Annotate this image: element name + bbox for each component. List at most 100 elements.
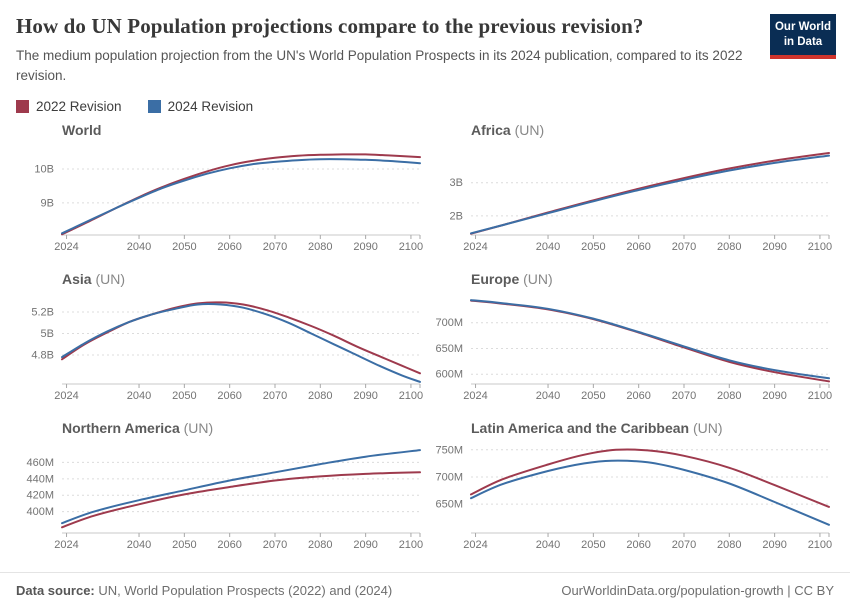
charts-grid: World 9B 10B 2024 2040 2050 2060 2070 2080 2090 21… bbox=[16, 122, 834, 566]
legend-label: 2024 Revision bbox=[167, 99, 254, 115]
x-axis-tick-label: 2080 bbox=[308, 539, 332, 551]
x-axis-tick-label: 2024 bbox=[54, 390, 78, 402]
panel-title-world: World bbox=[62, 122, 425, 143]
x-axis-tick-label: 2100 bbox=[808, 390, 832, 402]
panel-title-text: Latin America and the Caribbean bbox=[471, 420, 690, 437]
line-chart-africa: 2B 3B 2024 2040 2050 2060 2070 2080 2090 2100 bbox=[450, 152, 832, 253]
x-axis-tick-label: 2070 bbox=[672, 390, 696, 402]
panel-title-suffix: (UN) bbox=[179, 420, 214, 437]
y-axis-tick-label: 5B bbox=[41, 328, 54, 340]
chart-panel-northern-america: Northern America (UN) 400M 420M 440M 460M 202… bbox=[16, 420, 425, 566]
y-axis-tick-label: 2B bbox=[450, 210, 463, 222]
x-axis-tick-label: 2100 bbox=[399, 241, 423, 253]
line-chart-europe: 600M 650M 700M 2024 2040 2050 2060 2070 2080 2090… bbox=[435, 299, 832, 402]
legend-item-2024-revision: 2024 Revision bbox=[147, 99, 254, 115]
x-axis-tick-label: 2024 bbox=[54, 539, 78, 551]
panel-title-text: Northern America bbox=[62, 420, 180, 437]
x-axis-tick-label: 2080 bbox=[717, 539, 741, 551]
page-subtitle: The medium population projection from th… bbox=[16, 48, 743, 83]
x-axis-tick-label: 2060 bbox=[626, 539, 650, 551]
y-axis-tick-label: 9B bbox=[41, 197, 54, 209]
x-axis-tick-label: 2060 bbox=[217, 241, 241, 253]
y-axis-tick-label: 700M bbox=[435, 472, 463, 484]
footer: Data source: UN, World Population Prospe… bbox=[0, 572, 850, 598]
y-axis-tick-label: 440M bbox=[26, 473, 54, 485]
line-chart-asia: 4.8B 5B 5.2B 2024 2040 2050 2060 2070 2080 2090 21… bbox=[31, 301, 423, 402]
x-axis-tick-label: 2050 bbox=[581, 390, 605, 402]
x-axis-tick-label: 2024 bbox=[463, 241, 487, 253]
x-axis-tick-label: 2050 bbox=[172, 241, 196, 253]
chart-panel-latin-america-and-the-caribbean: Latin America and the Caribbean (UN) 650M… bbox=[425, 420, 834, 566]
x-axis-tick-label: 2040 bbox=[127, 390, 151, 402]
panel-title-asia: Asia (UN) bbox=[62, 271, 425, 292]
chart-panel-europe: Europe (UN) 600M 650M 700M 2024 2040 2050 2060 2… bbox=[425, 271, 834, 417]
chart-panel-africa: Africa (UN) 2B 3B 2024 2040 2050 2060 2070 2080 2… bbox=[425, 122, 834, 268]
x-axis-tick-label: 2040 bbox=[536, 390, 560, 402]
series-line-2022-revision bbox=[61, 301, 421, 375]
owid-logo-line2: in Data bbox=[783, 35, 823, 48]
y-axis-tick-label: 650M bbox=[435, 343, 463, 355]
series-line-2024-revision bbox=[470, 154, 830, 235]
x-axis-tick-label: 2040 bbox=[127, 241, 151, 253]
panel-title-suffix: (UN) bbox=[519, 271, 553, 288]
chart-panel-world: World 9B 10B 2024 2040 2050 2060 2070 2080 2090 21… bbox=[16, 122, 425, 268]
x-axis-tick-label: 2040 bbox=[127, 539, 151, 551]
x-axis-tick-label: 2070 bbox=[672, 539, 696, 551]
owid-logo-line1: Our World bbox=[774, 21, 831, 33]
x-axis-tick-label: 2070 bbox=[263, 241, 287, 253]
page-title: How do UN Population projections compare… bbox=[16, 14, 644, 38]
x-axis-tick-label: 2040 bbox=[536, 539, 560, 551]
x-axis-tick-label: 2024 bbox=[463, 390, 487, 402]
x-axis-tick-label: 2040 bbox=[536, 241, 560, 253]
series-line-2022-revision bbox=[61, 471, 421, 529]
x-axis-tick-label: 2070 bbox=[263, 539, 287, 551]
y-axis-tick-label: 5.2B bbox=[31, 307, 54, 319]
line-chart-northern-america: 400M 420M 440M 460M 2024 2040 2050 2060 2070 2080… bbox=[26, 449, 423, 551]
series-line-2022-revision bbox=[470, 152, 830, 235]
panel-title-text: Africa bbox=[471, 122, 511, 139]
panel-title-europe: Europe (UN) bbox=[471, 271, 834, 292]
y-axis-tick-label: 650M bbox=[435, 499, 463, 511]
x-axis-tick-label: 2050 bbox=[172, 390, 196, 402]
panel-title-text: World bbox=[62, 122, 102, 139]
x-axis-tick-label: 2070 bbox=[672, 241, 696, 253]
y-axis-tick-label: 420M bbox=[26, 490, 54, 502]
x-axis-tick-label: 2080 bbox=[308, 241, 332, 253]
series-line-2024-revision bbox=[61, 449, 421, 525]
x-axis-tick-label: 2100 bbox=[808, 241, 832, 253]
legend-swatch bbox=[147, 100, 161, 114]
panel-title-africa: Africa (UN) bbox=[471, 122, 834, 143]
x-axis-tick-label: 2080 bbox=[308, 390, 332, 402]
series-line-2024-revision bbox=[470, 299, 830, 380]
owid-logo: Our World in Data bbox=[770, 14, 836, 59]
series-line-2022-revision bbox=[470, 448, 830, 509]
y-axis-tick-label: 400M bbox=[26, 506, 54, 518]
x-axis-tick-label: 2060 bbox=[217, 390, 241, 402]
x-axis-tick-label: 2080 bbox=[717, 241, 741, 253]
data-source-text: UN, World Population Prospects (2022) an… bbox=[94, 583, 393, 599]
y-axis-tick-label: 4.8B bbox=[31, 350, 54, 362]
x-axis-tick-label: 2100 bbox=[399, 390, 423, 402]
y-axis-tick-label: 600M bbox=[435, 369, 463, 381]
x-axis-tick-label: 2100 bbox=[808, 539, 832, 551]
data-source: Data source: UN, World Population Prospe… bbox=[16, 583, 392, 598]
x-axis-tick-label: 2080 bbox=[717, 390, 741, 402]
x-axis-tick-label: 2090 bbox=[762, 390, 786, 402]
panel-title-text: Europe bbox=[471, 271, 520, 288]
x-axis-tick-label: 2050 bbox=[581, 539, 605, 551]
series-line-2024-revision bbox=[61, 158, 421, 235]
header: How do UN Population projections compare… bbox=[16, 14, 836, 85]
x-axis-tick-label: 2060 bbox=[626, 241, 650, 253]
panel-title-suffix: (UN) bbox=[689, 420, 723, 437]
x-axis-tick-label: 2050 bbox=[172, 539, 196, 551]
y-axis-tick-label: 750M bbox=[435, 444, 463, 456]
x-axis-tick-label: 2100 bbox=[399, 539, 423, 551]
x-axis-tick-label: 2090 bbox=[762, 539, 786, 551]
y-axis-tick-label: 10B bbox=[34, 164, 54, 176]
x-axis-tick-label: 2050 bbox=[581, 241, 605, 253]
line-chart-world: 9B 10B 2024 2040 2050 2060 2070 2080 2090 2100 bbox=[34, 153, 423, 253]
owid-link[interactable]: OurWorldinData.org/population-growth | C… bbox=[561, 583, 834, 599]
x-axis-tick-label: 2060 bbox=[626, 390, 650, 402]
line-chart-latin-america-and-the-caribbean: 650M 700M 750M 2024 2040 2050 2060 2070 2080 2090… bbox=[435, 444, 832, 551]
